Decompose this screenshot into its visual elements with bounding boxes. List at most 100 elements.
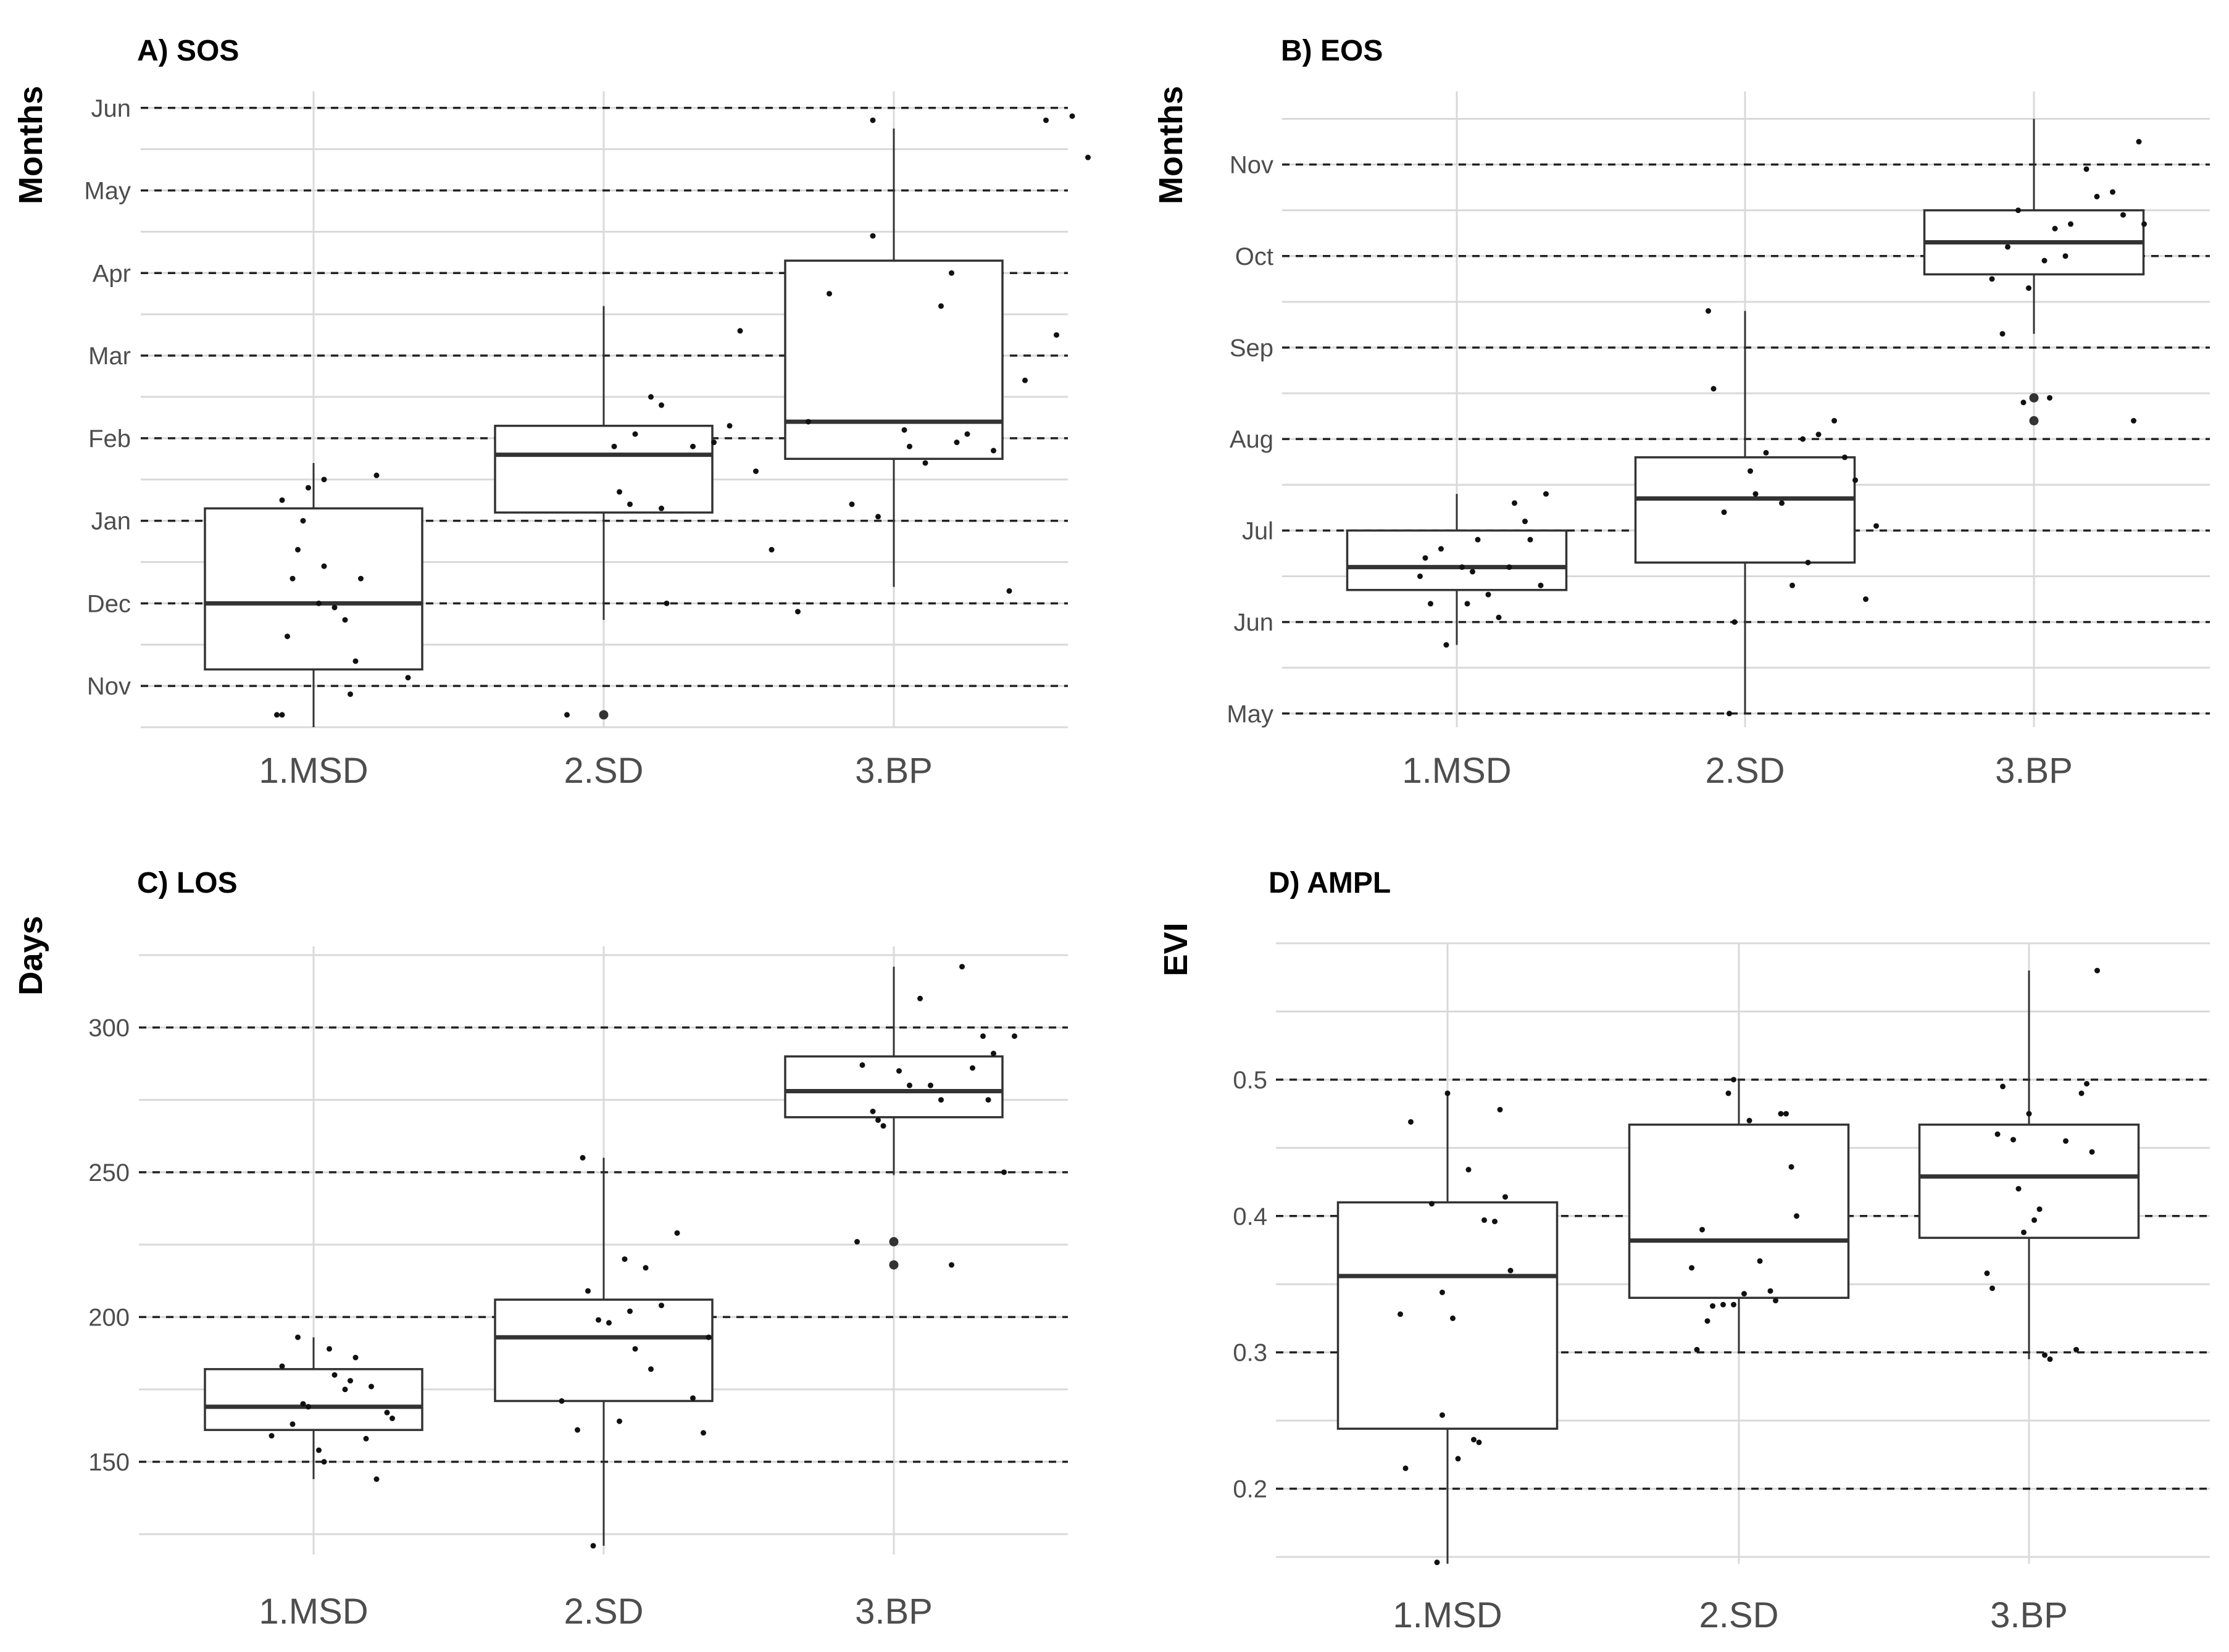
data-point bbox=[1794, 1213, 1799, 1219]
outlier-point bbox=[2029, 416, 2039, 426]
data-point bbox=[2026, 1111, 2032, 1117]
data-point bbox=[964, 431, 970, 437]
data-point bbox=[632, 431, 638, 437]
data-point bbox=[1012, 1033, 1017, 1039]
data-point bbox=[1485, 591, 1491, 598]
data-point bbox=[1438, 546, 1444, 552]
y-tick-label: 0.2 bbox=[1233, 1476, 1267, 1503]
data-point bbox=[875, 514, 881, 520]
data-point bbox=[331, 604, 338, 611]
y-tick-label: 250 bbox=[88, 1159, 130, 1187]
data-point bbox=[1444, 1090, 1451, 1096]
data-point bbox=[1731, 1077, 1736, 1083]
data-point bbox=[2078, 1090, 2085, 1096]
x-tick-label: 1.MSD bbox=[259, 751, 368, 791]
outlier-point bbox=[889, 1237, 899, 1246]
y-tick-label: Sep bbox=[1230, 335, 1273, 362]
data-point bbox=[674, 1230, 680, 1236]
y-tick-label: Jun bbox=[1234, 609, 1274, 636]
data-point bbox=[575, 1427, 580, 1433]
data-point bbox=[849, 501, 855, 507]
data-point bbox=[2062, 253, 2069, 259]
data-point bbox=[2005, 244, 2010, 250]
data-point bbox=[2031, 1217, 2037, 1223]
data-point bbox=[753, 468, 759, 474]
x-tick-label: 3.BP bbox=[855, 751, 933, 791]
data-point bbox=[1757, 1258, 1763, 1264]
data-point bbox=[373, 1476, 380, 1482]
data-point bbox=[279, 712, 285, 718]
data-point bbox=[373, 472, 380, 478]
data-point bbox=[690, 1395, 696, 1401]
y-tick-label: Oct bbox=[1235, 243, 1273, 270]
box bbox=[204, 1368, 423, 1432]
data-point bbox=[1428, 601, 1433, 607]
data-point bbox=[627, 1308, 633, 1314]
data-point bbox=[2026, 285, 2031, 291]
data-point bbox=[1763, 449, 1769, 456]
data-point bbox=[590, 1543, 596, 1549]
data-point bbox=[1704, 1318, 1710, 1324]
data-point bbox=[1459, 564, 1465, 570]
y-tick-label: 200 bbox=[88, 1304, 130, 1331]
data-point bbox=[795, 609, 801, 615]
x-tick-label: 1.MSD bbox=[1393, 1595, 1502, 1635]
data-point bbox=[1989, 276, 1995, 282]
data-point bbox=[580, 1154, 586, 1161]
y-axis-label: Months bbox=[1152, 86, 1189, 204]
data-point bbox=[2042, 1352, 2048, 1358]
data-point bbox=[938, 303, 944, 309]
data-point bbox=[854, 1238, 860, 1245]
data-point bbox=[1001, 1169, 1007, 1175]
panel-sos: A) SOS Months Nov Dec Jan Feb Mar Apr May Jun 1.… bbox=[0, 0, 1114, 826]
data-point bbox=[991, 1051, 996, 1057]
data-point bbox=[331, 1372, 338, 1378]
data-point bbox=[1507, 1267, 1514, 1274]
data-point bbox=[1465, 1167, 1472, 1173]
data-point bbox=[1783, 1111, 1789, 1117]
data-point bbox=[2015, 207, 2021, 214]
data-point bbox=[2015, 1186, 2022, 1192]
data-point bbox=[1984, 1270, 1990, 1277]
data-point bbox=[1999, 331, 2006, 337]
data-point bbox=[564, 712, 570, 718]
data-point bbox=[1710, 386, 1717, 392]
chart-eos: B) EOS Months May Jun Jul Aug Sep Oct Nov 1.MSD… bbox=[1152, 35, 2210, 791]
data-point bbox=[306, 485, 311, 491]
y-tick-label: May bbox=[1227, 701, 1273, 728]
panel-ampl: D) AMPL EVI 0.2 0.3 0.4 0.5 1.MSD 2.SD 3.BP bbox=[1114, 826, 2228, 1652]
data-point bbox=[1408, 1119, 1414, 1125]
data-point bbox=[806, 419, 811, 425]
x-tick-label: 1.MSD bbox=[259, 1592, 368, 1632]
data-point bbox=[1989, 1285, 1995, 1291]
data-point bbox=[316, 600, 322, 606]
data-point bbox=[1439, 1289, 1445, 1295]
data-point bbox=[1779, 500, 1785, 506]
data-point bbox=[1475, 536, 1481, 543]
data-point bbox=[632, 1346, 638, 1352]
box bbox=[784, 1055, 1004, 1119]
data-point bbox=[1773, 1298, 1778, 1304]
data-point bbox=[1429, 1201, 1435, 1207]
box bbox=[1336, 1201, 1559, 1430]
x-tick-label: 3.BP bbox=[855, 1592, 933, 1632]
data-point bbox=[1464, 601, 1470, 607]
data-point bbox=[907, 443, 912, 449]
data-point bbox=[954, 440, 960, 446]
data-point bbox=[737, 328, 743, 334]
data-point bbox=[295, 546, 301, 553]
plot-area: 0.2 0.3 0.4 0.5 1.MSD 2.SD 3.BP bbox=[1233, 942, 2210, 1635]
data-point bbox=[1496, 614, 1502, 620]
chart-ampl: D) AMPL EVI 0.2 0.3 0.4 0.5 1.MSD 2.SD 3.BP bbox=[1157, 867, 2210, 1635]
data-point bbox=[1538, 582, 1544, 588]
data-point bbox=[1842, 454, 1848, 461]
chart-los: C) LOS Days 150 200 250 300 1.MSD 2.SD 3.BP bbox=[12, 867, 1068, 1632]
data-point bbox=[643, 1265, 649, 1271]
data-point bbox=[1767, 1288, 1773, 1294]
y-tick-label: 0.4 bbox=[1233, 1203, 1267, 1230]
data-point bbox=[917, 995, 923, 1001]
data-point bbox=[922, 460, 928, 466]
data-point bbox=[279, 1363, 285, 1369]
data-point bbox=[2120, 212, 2126, 218]
x-tick-label: 2.SD bbox=[564, 1592, 644, 1632]
